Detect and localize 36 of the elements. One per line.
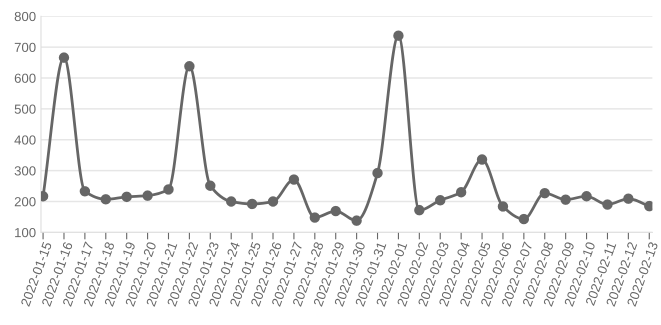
point <box>310 212 320 223</box>
y-tick-label: 200 <box>14 197 36 206</box>
y-tick-label: 100 <box>15 228 36 238</box>
point <box>372 168 383 178</box>
point <box>142 190 153 201</box>
point <box>184 61 195 72</box>
point <box>246 198 258 210</box>
point <box>351 215 362 226</box>
point <box>226 196 236 207</box>
point <box>288 174 300 185</box>
point <box>330 206 341 216</box>
y-tick-label: 300 <box>14 166 36 176</box>
point <box>456 187 466 198</box>
y-tick-label: 600 <box>14 74 36 83</box>
point <box>623 194 634 204</box>
point <box>435 195 446 206</box>
point <box>58 52 70 63</box>
point <box>100 194 111 205</box>
point <box>163 184 174 195</box>
y-tick-label: 700 <box>14 42 36 52</box>
point <box>498 201 508 212</box>
point <box>581 191 592 202</box>
point <box>540 188 550 198</box>
y-tick-label: 500 <box>14 104 36 114</box>
point <box>602 199 613 210</box>
point <box>268 196 278 207</box>
y-tick-label: 400 <box>14 135 36 145</box>
point <box>121 192 132 202</box>
point <box>414 204 425 216</box>
point <box>393 30 404 41</box>
point <box>560 194 571 205</box>
point <box>80 186 90 197</box>
y-tick-label: 800 <box>14 12 36 22</box>
point <box>518 214 530 224</box>
point <box>476 154 488 165</box>
point <box>205 180 216 191</box>
